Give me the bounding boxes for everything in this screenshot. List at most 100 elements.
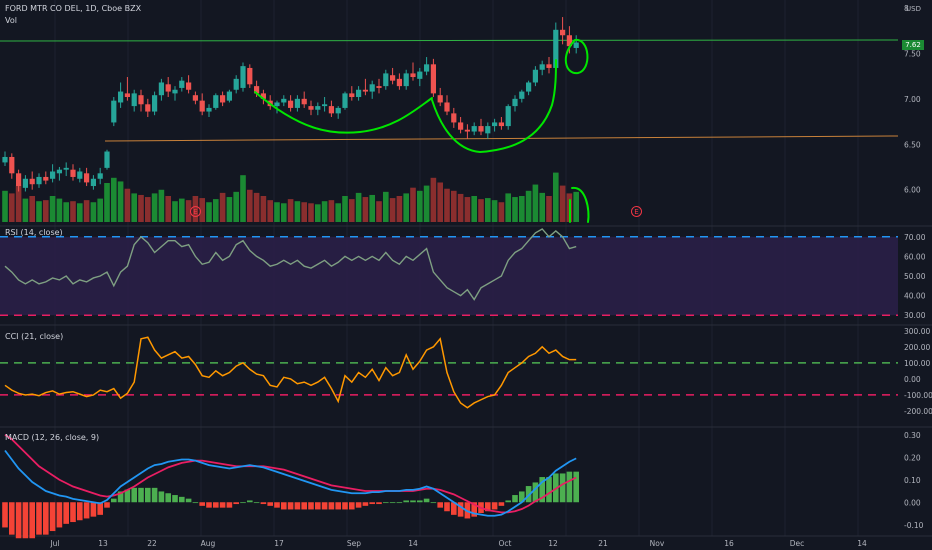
axis-tick-label: -0.10 (904, 521, 924, 530)
x-axis-tick-label: Aug (201, 539, 216, 548)
macd-histogram-bar (451, 502, 457, 515)
volume-bar (240, 175, 246, 222)
candle-body (294, 98, 300, 108)
volume-bar (77, 203, 83, 222)
candle-body (335, 107, 341, 114)
drawing-volume-mark (569, 186, 590, 223)
axis-tick-label: -200.00 (904, 407, 932, 416)
macd-histogram-bar (206, 502, 212, 508)
macd-histogram-bar (321, 502, 328, 510)
volume-bar (559, 185, 566, 222)
volume-bar (444, 188, 450, 222)
macd-histogram-bar (437, 502, 443, 508)
volume-bar (90, 202, 97, 222)
macd-legend: MACD (12, 26, close, 9) (5, 433, 100, 442)
drawing-circle (564, 39, 589, 75)
macd-histogram-bar (260, 502, 267, 505)
candle-body (206, 107, 212, 112)
candle-body (526, 82, 532, 92)
candle-body (152, 95, 158, 112)
candle-body (560, 29, 566, 36)
macd-histogram-bar (240, 502, 246, 504)
macd-histogram-bar (410, 500, 416, 503)
axis-tick-label: 7.50 (904, 49, 921, 58)
macd-histogram-bar (267, 502, 273, 506)
volume-bar (525, 190, 532, 222)
volume-bar (165, 196, 171, 222)
volume-bar (362, 197, 369, 222)
candle-body (220, 95, 226, 103)
volume-bar (553, 172, 559, 222)
candle-body (451, 113, 457, 123)
volume-bar (376, 201, 382, 222)
macd-histogram-bar (376, 502, 382, 505)
macd-histogram-bar (430, 502, 437, 504)
candle-body (158, 82, 164, 96)
macd-histogram-bar (165, 493, 171, 503)
candle-body (29, 178, 35, 185)
candle-body (90, 178, 96, 187)
macd-histogram-bar (525, 486, 532, 503)
macd-histogram-bar (226, 502, 233, 508)
macd-histogram-bar (512, 495, 518, 503)
volume-bar (471, 196, 477, 222)
macd-histogram-bar (355, 502, 362, 508)
volume-bar (464, 197, 471, 222)
volume-bar (219, 192, 226, 222)
macd-histogram-bar (301, 502, 307, 510)
volume-bar (430, 177, 437, 222)
x-axis-tick-label: Sep (347, 539, 361, 548)
candle-body (70, 169, 76, 177)
cci-legend: CCI (21, close) (5, 332, 64, 341)
volume-bar (9, 193, 15, 222)
macd-histogram-bar (63, 502, 69, 524)
axis-tick-label: 6.50 (904, 140, 921, 149)
candle-body (478, 126, 484, 132)
candle-body (22, 178, 28, 188)
candle-body (2, 156, 8, 163)
macd-histogram-bar (213, 502, 219, 508)
candle-body (519, 91, 525, 99)
volume-bar (532, 184, 539, 222)
volume-bar (158, 189, 165, 222)
x-axis-tick-label: Dec (790, 539, 805, 548)
earnings-event-icon[interactable]: E (190, 206, 201, 217)
candle-body (213, 95, 219, 108)
volume-bar (423, 185, 430, 222)
candle-body (274, 102, 280, 107)
volume-bar (63, 202, 69, 222)
macd-histogram-bar (573, 471, 579, 503)
volume-bar (213, 199, 219, 222)
candle-body (172, 89, 178, 94)
candle-body (485, 126, 491, 134)
symbol-legend: FORD MTR CO DEL, 1D, Cboe BZX (5, 4, 142, 13)
macd-histogram-bar (43, 502, 49, 535)
macd-histogram-bar (519, 491, 525, 503)
candle-body (9, 156, 15, 174)
axis-tick-label: 0.30 (904, 431, 921, 440)
support-trendline (104, 135, 899, 142)
volume-bar (2, 190, 8, 222)
candle-body (63, 167, 69, 170)
volume-bar (403, 193, 409, 222)
macd-histogram-bar (56, 502, 63, 528)
macd-histogram-bar (362, 502, 369, 506)
earnings-event-icon[interactable]: E (631, 206, 642, 217)
volume-bar (206, 202, 212, 222)
candle-body (84, 173, 90, 183)
macd-signal-line (4, 433, 577, 514)
macd-histogram-bar (383, 502, 389, 504)
candle-body (369, 84, 375, 92)
macd-histogram-bar (485, 502, 491, 512)
rsi-legend: RSI (14, close) (5, 228, 63, 237)
x-axis-tick-label: 16 (724, 539, 734, 548)
macd-histogram-bar (369, 502, 375, 505)
candle-body (233, 78, 239, 90)
volume-bar (335, 203, 341, 222)
volume-bar (539, 192, 545, 222)
macd-histogram-bar (349, 502, 355, 510)
candle-body (492, 122, 498, 127)
last-price-line (0, 39, 899, 42)
macd-histogram-bar (471, 502, 477, 517)
